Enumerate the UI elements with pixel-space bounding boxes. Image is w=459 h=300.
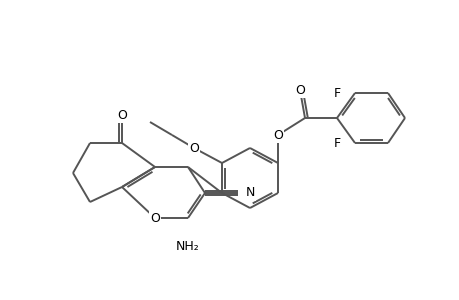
Text: F: F [333, 136, 340, 149]
Text: NH₂: NH₂ [176, 241, 200, 254]
Text: O: O [117, 109, 127, 122]
Text: O: O [189, 142, 198, 154]
Text: O: O [294, 83, 304, 97]
Text: N: N [246, 187, 255, 200]
Text: O: O [273, 128, 282, 142]
Text: F: F [333, 86, 340, 100]
Text: O: O [150, 212, 160, 224]
